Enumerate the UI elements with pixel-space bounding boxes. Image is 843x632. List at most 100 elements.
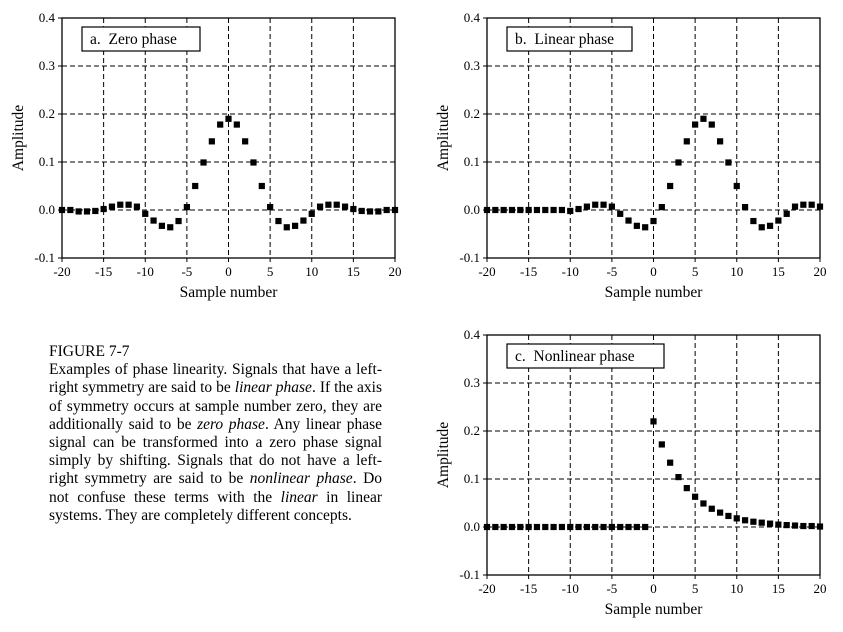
- zero-phase-data-point: [341, 203, 349, 210]
- nonlinear-phase-data-point: [542, 523, 549, 531]
- linear-phase-y-tick-label: 0.2: [464, 106, 480, 121]
- linear-phase-x-tick-label: -15: [520, 264, 537, 279]
- zero-phase-x-tick-label: 20: [389, 264, 402, 279]
- linear-phase-data-point: [733, 182, 740, 190]
- linear-phase-data-point: [667, 182, 674, 190]
- linear-phase-y-tick-label: 0.3: [464, 58, 480, 73]
- nonlinear-phase-y-tick-label: 0.3: [464, 375, 480, 390]
- zero-phase-data-point: [300, 217, 307, 224]
- nonlinear-phase-y-tick-label: 0.2: [464, 423, 480, 438]
- zero-phase-data-point: [58, 206, 66, 214]
- nonlinear-phase-data-point: [500, 523, 507, 531]
- linear-phase-data-point: [675, 159, 682, 166]
- zero-phase-data-point: [391, 206, 399, 214]
- nonlinear-phase-data-point: [642, 523, 649, 531]
- linear-phase-data-point: [816, 203, 824, 210]
- linear-phase-data-point: [766, 222, 774, 229]
- linear-phase-data-point: [542, 206, 549, 214]
- linear-phase-data-point: [600, 201, 607, 208]
- nonlinear-phase-data-point: [633, 523, 640, 531]
- nonlinear-phase-data-point: [725, 512, 732, 520]
- nonlinear-phase-data-point: [508, 523, 516, 531]
- nonlinear-phase-x-tick-label: 10: [730, 581, 743, 596]
- linear-phase-data-point: [492, 206, 499, 214]
- nonlinear-phase-y-tick-label: 0.4: [464, 327, 481, 342]
- nonlinear-phase-data-point: [700, 500, 707, 507]
- nonlinear-phase-x-axis-label: Sample number: [605, 601, 704, 618]
- zero-phase-data-point: [92, 207, 99, 215]
- linear-phase-data-point: [658, 204, 665, 211]
- zero-phase-y-tick-label: 0.1: [39, 154, 55, 169]
- nonlinear-phase-data-point: [483, 523, 491, 531]
- linear-phase-data-point: [642, 224, 649, 231]
- zero-phase-data-point: [383, 206, 390, 214]
- linear-phase-data-point: [650, 217, 657, 225]
- nonlinear-phase-data-point: [683, 485, 690, 492]
- nonlinear-phase-data-point: [692, 493, 699, 500]
- linear-phase-data-point: [525, 206, 532, 214]
- nonlinear-phase-data-point: [758, 519, 765, 526]
- linear-phase-data-point: [791, 203, 799, 210]
- zero-phase-y-tick-label: 0.3: [39, 58, 55, 73]
- linear-phase-x-tick-label: 15: [772, 264, 785, 279]
- zero-phase-data-point: [275, 217, 282, 225]
- caption-run: Examples of phase linearity. Signals tha…: [49, 361, 382, 397]
- zero-phase-data-point: [333, 201, 340, 208]
- nonlinear-phase-data-point: [783, 521, 790, 529]
- nonlinear-phase-data-point: [766, 520, 774, 527]
- nonlinear-phase-data-point: [617, 523, 624, 531]
- linear-phase-y-tick-label: 0.0: [464, 202, 480, 217]
- nonlinear-phase-y-tick-label: -0.1: [459, 567, 480, 582]
- linear-phase-data-point: [800, 201, 807, 208]
- linear-phase-x-tick-label: 0: [650, 264, 657, 279]
- zero-phase-data-point: [208, 138, 215, 145]
- zero-phase-data-point: [375, 208, 382, 215]
- zero-phase-data-point: [67, 206, 74, 214]
- linear-phase-data-point: [725, 159, 732, 166]
- nonlinear-phase-data-point: [608, 523, 615, 531]
- zero-phase-data-point: [83, 208, 91, 215]
- nonlinear-phase-data-point: [550, 523, 557, 531]
- linear-phase-data-point: [633, 222, 640, 229]
- linear-phase-x-tick-label: -10: [562, 264, 579, 279]
- zero-phase-y-axis-label: Amplitude: [10, 105, 27, 171]
- linear-phase-data-point: [500, 206, 507, 214]
- nonlinear-phase-data-point: [492, 523, 499, 531]
- figure-caption: FIGURE 7-7 Examples of phase linearity. …: [49, 343, 382, 525]
- nonlinear-phase-data-point: [650, 418, 657, 425]
- nonlinear-phase-title-box: [506, 343, 665, 369]
- nonlinear-phase-data-point: [717, 509, 724, 516]
- zero-phase-data-point: [242, 138, 249, 145]
- linear-phase-data-point: [608, 203, 615, 210]
- linear-phase-x-tick-label: 20: [814, 264, 827, 279]
- linear-phase-data-point: [558, 206, 566, 214]
- zero-phase-data-point: [108, 203, 116, 210]
- zero-phase-chart: -20 -15 -10 -5 0 5 10 15 20 -0.1 0.0 0.1 0.2 0.3 0.4 Sa…: [10, 10, 402, 301]
- zero-phase-data-point: [175, 217, 182, 225]
- nonlinear-phase-data-point: [741, 517, 749, 524]
- linear-phase-x-tick-label: 10: [730, 264, 743, 279]
- caption-emphasis: zero phase: [197, 415, 265, 433]
- linear-phase-data-point: [533, 206, 541, 214]
- zero-phase-data-point: [150, 217, 157, 224]
- nonlinear-phase-x-tick-label: -15: [520, 581, 537, 596]
- nonlinear-phase-data-point: [583, 523, 590, 531]
- nonlinear-phase-x-tick-label: 15: [772, 581, 785, 596]
- caption-run: in linear systems. They are completely d…: [49, 488, 383, 524]
- caption-run: . Do not confuse these terms with the: [49, 470, 383, 506]
- zero-phase-data-point: [358, 207, 365, 215]
- nonlinear-phase-data-point: [658, 441, 665, 448]
- zero-phase-data-point: [350, 205, 357, 213]
- linear-phase-data-point: [808, 201, 815, 208]
- nonlinear-phase-data-point: [800, 522, 807, 530]
- linear-phase-y-axis-label: Amplitude: [435, 105, 452, 171]
- zero-phase-data-point: [267, 204, 274, 211]
- zero-phase-data-point: [308, 210, 315, 217]
- linear-phase-data-point: [483, 206, 491, 214]
- zero-phase-y-tick-label: 0.0: [39, 202, 55, 217]
- figure-label: FIGURE 7-7: [49, 343, 130, 360]
- zero-phase-data-point: [125, 201, 132, 208]
- nonlinear-phase-x-tick-label: -20: [478, 581, 495, 596]
- zero-phase-x-tick-label: -15: [95, 264, 112, 279]
- zero-phase-data-point: [233, 121, 240, 128]
